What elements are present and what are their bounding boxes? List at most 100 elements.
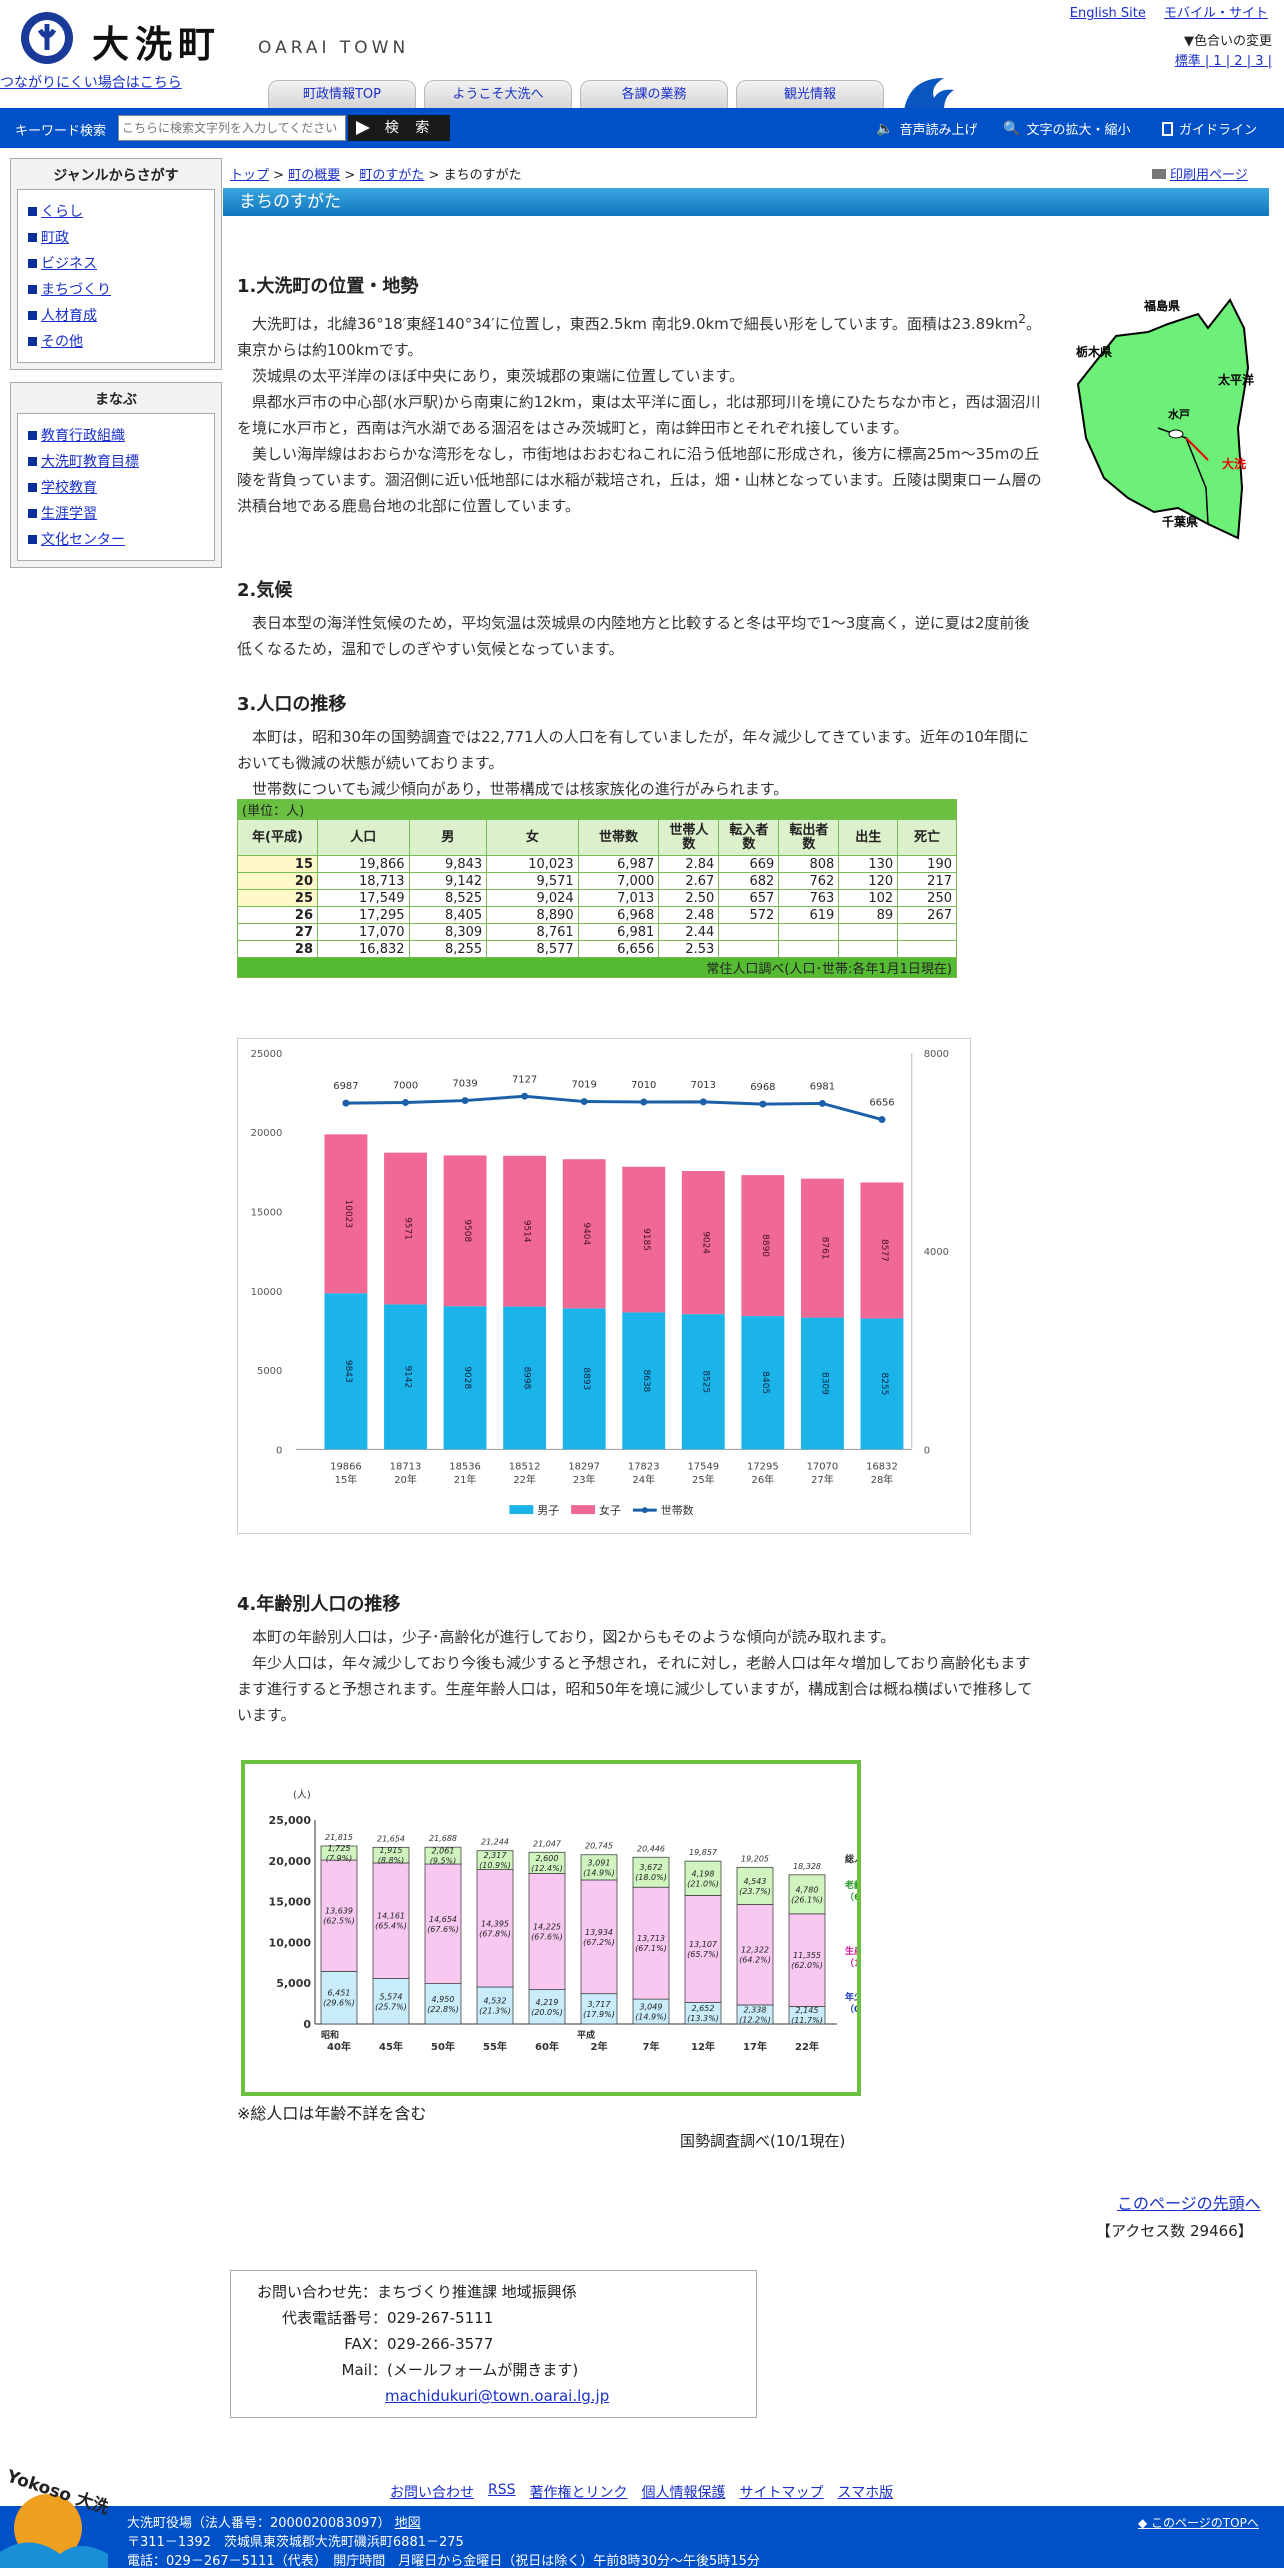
table-cell: 120	[838, 872, 899, 890]
site-subtitle: OARAI TOWN	[258, 38, 410, 58]
breadcrumb-top[interactable]: トップ	[230, 168, 270, 183]
age-bar-value: 3,672	[640, 1863, 663, 1872]
genre-item-business[interactable]: ビジネス	[41, 256, 97, 272]
age-total-label: 21,654	[377, 1834, 405, 1843]
age-bar-value: 5,574	[380, 1992, 403, 2001]
genre-item-town-planning[interactable]: まちづくり	[41, 282, 111, 298]
table-row: 27 17,070 8,309 8,761 6,981 2.44	[237, 923, 957, 941]
bar-male	[443, 1306, 487, 1450]
age-total-label: 21,815	[325, 1833, 353, 1842]
contact-mail-note: (メールフォームが開きます)	[387, 2361, 579, 2379]
footer-map-link[interactable]: 地図	[394, 2516, 421, 2531]
breadcrumb-sep: >	[340, 168, 360, 183]
section-title: 3.人口の推移	[237, 694, 347, 715]
footer-links: お問い合わせ RSS 著作権とリンク 個人情報保護 サイトマップ スマホ版	[390, 2482, 893, 2502]
town-emblem-logo[interactable]	[18, 10, 76, 66]
english-site-link[interactable]: English Site	[1069, 6, 1146, 21]
age-bar-2	[320, 1845, 358, 1861]
age-bar-value: 4,543	[744, 1877, 767, 1886]
bar-female	[562, 1159, 606, 1309]
tab-welcome[interactable]: ようこそ大洗へ	[424, 80, 572, 110]
era-label: 平成	[577, 2029, 595, 2041]
table-cell: 2.53	[658, 940, 720, 958]
voice-reading-tool[interactable]: 🔈 音声読み上げ	[876, 119, 977, 139]
note-source: 国勢調査調べ(10/1現在)	[680, 2132, 846, 2150]
bar-male	[741, 1316, 785, 1450]
households-label: 6987	[333, 1081, 358, 1092]
bar-male	[800, 1317, 844, 1450]
table-row: 20 18,713 9,142 9,571 7,000 2.67 682 762 120 217	[237, 872, 957, 890]
age-bar-pct: (17.9%)	[583, 2010, 615, 2019]
table-cell: 190	[897, 855, 957, 873]
age-population-chart: (人)25,00020,00015,00010,0005,00006,451(2…	[241, 1760, 861, 2096]
contact-dept: まちづくり推進課 地域振興係	[377, 2283, 577, 2301]
breadcrumb-figure[interactable]: 町のすがた	[359, 168, 425, 183]
color-scheme-links[interactable]: 標準 | 1 | 2 | 3 |	[1174, 54, 1272, 69]
guideline-tool[interactable]: ガイドライン	[1162, 119, 1257, 138]
footer-link-smartphone[interactable]: スマホ版	[837, 2485, 894, 2501]
households-label: 7039	[452, 1079, 477, 1090]
page-top-link[interactable]: このページの先頭へ	[1117, 2194, 1261, 2213]
learn-item-culture-center[interactable]: 文化センター	[41, 532, 125, 548]
fallback-access-link[interactable]: つながりにくい場合はこちら	[0, 75, 182, 91]
genre-item-town-policy[interactable]: 町政	[41, 230, 69, 246]
households-point	[878, 1116, 886, 1124]
breadcrumb-outline[interactable]: 町の概要	[288, 168, 341, 183]
table-cell: 669	[718, 855, 780, 873]
y-tick-label: 20,000	[269, 1855, 312, 1868]
y-tick-label: 0	[303, 2018, 311, 2031]
bar-female-label: 9185	[641, 1228, 651, 1251]
contact-key: Mail：	[341, 2361, 387, 2379]
print-page-label[interactable]: 印刷用ページ	[1170, 168, 1248, 183]
tab-tourism[interactable]: 観光情報	[736, 80, 884, 110]
table-cell: 18,713	[317, 872, 410, 890]
search-button[interactable]: 検 索	[348, 115, 450, 141]
page-title: まちのすがた	[223, 188, 1269, 216]
age-bar-value: 4,198	[692, 1869, 715, 1878]
search-button-label: 検 索	[384, 120, 436, 136]
keyword-search-input[interactable]	[118, 115, 346, 141]
table-cell: 8,890	[486, 906, 579, 924]
households-label: 7013	[691, 1080, 716, 1091]
y-unit-label: (人)	[293, 1789, 311, 1801]
footer-link-copyright[interactable]: 著作権とリンク	[529, 2485, 628, 2501]
households-point	[461, 1097, 469, 1105]
genre-item-hr[interactable]: 人材育成	[41, 308, 97, 324]
learn-item-edu-admin[interactable]: 教育行政組織	[41, 428, 125, 444]
learn-item-school[interactable]: 学校教育	[41, 480, 97, 496]
tab-departments[interactable]: 各課の業務	[580, 80, 728, 110]
footer-link-privacy[interactable]: 個人情報保護	[641, 2485, 726, 2501]
table-cell: 657	[718, 889, 780, 907]
age-bar-value: 2,061	[432, 1847, 455, 1856]
table-cell	[897, 923, 957, 941]
learn-item-edu-goal[interactable]: 大洗町教育目標	[41, 454, 139, 470]
table-cell: 619	[778, 906, 840, 924]
table-cell: 15	[237, 855, 318, 873]
text-zoom-tool[interactable]: 🔍 文字の拡大・縮小	[1003, 119, 1130, 139]
y-tick-label: 0	[276, 1445, 282, 1456]
genre-item-living[interactable]: くらし	[41, 204, 83, 220]
print-page-link[interactable]: 印刷用ページ	[1152, 164, 1248, 183]
age-bar-value: 3,717	[588, 2000, 612, 2009]
footer-link-contact[interactable]: お問い合わせ	[390, 2485, 474, 2501]
mobile-site-link[interactable]: モバイル・サイト	[1163, 6, 1268, 21]
age-bar-value: 13,107	[689, 1940, 718, 1949]
legend-young: 年少人口	[845, 1991, 861, 2003]
footer-pagetop-link[interactable]: ◆ このページのTOPへ	[1138, 2516, 1259, 2530]
learn-item-lifelong[interactable]: 生涯学習	[41, 506, 97, 522]
footer-link-sitemap[interactable]: サイトマップ	[739, 2485, 824, 2501]
tab-town-info[interactable]: 町政情報TOP	[268, 80, 416, 110]
age-bar-value: 2,652	[692, 2004, 715, 2013]
genre-item-other[interactable]: その他	[41, 334, 83, 350]
households-point	[759, 1100, 767, 1108]
footer-line1: 大洗町役場（法人番号：2000020083097） 地図	[127, 2516, 421, 2531]
contact-email-link[interactable]: machidukuri@town.oarai.lg.jp	[385, 2387, 610, 2405]
breadcrumb-sep: >	[269, 168, 289, 183]
age-bar-2	[580, 1854, 618, 1881]
paragraph: 世帯数についても減少傾向があり，世帯構成では核家族化の進行がみられます。	[237, 780, 789, 798]
households-point	[521, 1092, 529, 1100]
breadcrumb: トップ > 町の概要 > 町のすがた > まちのすがた	[230, 164, 522, 183]
table-header-row: 年(平成) 人口 男 女 世帯数 世帯人数 転入者数 転出者数 出生 死亡	[237, 819, 957, 856]
section-climate: 2.気候 表日本型の海洋性気候のため，平均気温は茨城県の内陸地方と比較すると冬は…	[237, 576, 1043, 662]
footer-link-rss[interactable]: RSS	[488, 2482, 516, 2498]
